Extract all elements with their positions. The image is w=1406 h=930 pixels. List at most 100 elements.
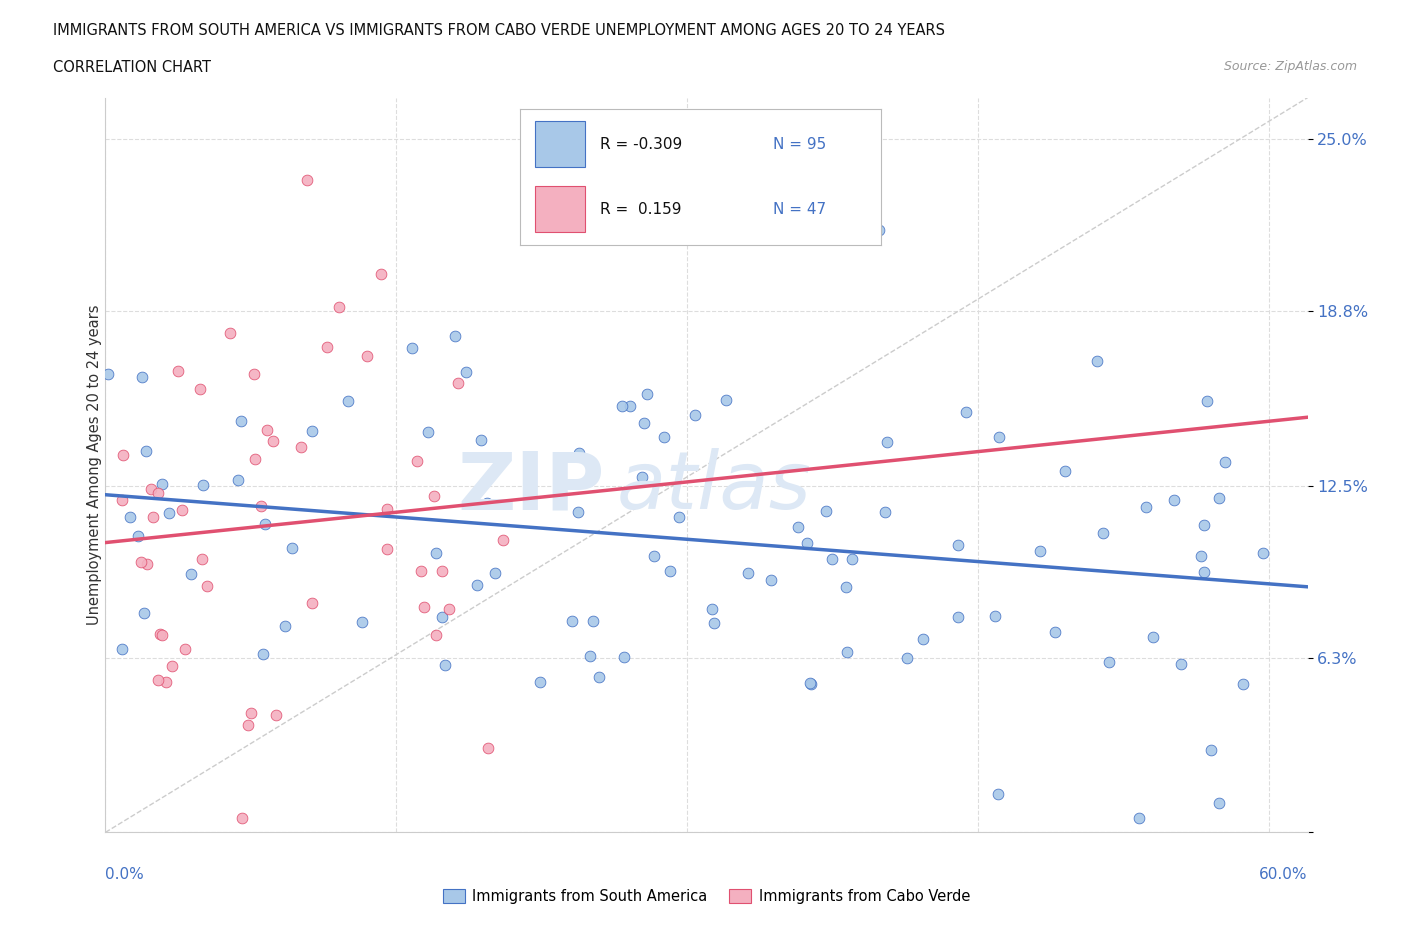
Point bbox=[416, 425, 439, 440]
Point bbox=[264, 707, 287, 722]
Point bbox=[619, 398, 641, 413]
Point bbox=[131, 554, 153, 569]
Point bbox=[868, 222, 890, 237]
Point bbox=[636, 387, 658, 402]
Point bbox=[443, 328, 465, 343]
Point bbox=[149, 627, 172, 642]
Point bbox=[112, 447, 135, 462]
Legend: Immigrants from South America, Immigrants from Cabo Verde: Immigrants from South America, Immigrant… bbox=[437, 883, 976, 910]
Point bbox=[191, 551, 214, 566]
Text: atlas: atlas bbox=[616, 448, 811, 526]
Point bbox=[1232, 677, 1254, 692]
Point bbox=[155, 675, 177, 690]
Y-axis label: Unemployment Among Ages 20 to 24 years: Unemployment Among Ages 20 to 24 years bbox=[87, 305, 101, 625]
Text: CORRELATION CHART: CORRELATION CHART bbox=[53, 60, 211, 75]
Point bbox=[454, 365, 477, 379]
Point bbox=[437, 602, 460, 617]
Point bbox=[127, 529, 149, 544]
Point bbox=[761, 573, 783, 588]
Point bbox=[425, 545, 447, 560]
Point bbox=[821, 551, 844, 566]
Point bbox=[337, 393, 360, 408]
Point bbox=[1251, 545, 1274, 560]
Point bbox=[146, 672, 169, 687]
Point bbox=[737, 565, 759, 580]
Point bbox=[411, 564, 433, 578]
Point bbox=[668, 509, 690, 524]
Point bbox=[948, 609, 970, 624]
Point bbox=[1087, 354, 1109, 369]
Point bbox=[475, 496, 498, 511]
Text: IMMIGRANTS FROM SOUTH AMERICA VS IMMIGRANTS FROM CABO VERDE UNEMPLOYMENT AMONG A: IMMIGRANTS FROM SOUTH AMERICA VS IMMIGRA… bbox=[53, 23, 945, 38]
Point bbox=[245, 451, 267, 466]
Point bbox=[193, 478, 215, 493]
Point bbox=[136, 557, 159, 572]
Point bbox=[328, 300, 350, 315]
Point bbox=[135, 444, 157, 458]
Point bbox=[1142, 629, 1164, 644]
Point bbox=[401, 341, 423, 356]
Text: 60.0%: 60.0% bbox=[1260, 867, 1308, 882]
Point bbox=[1163, 493, 1185, 508]
Point bbox=[835, 644, 858, 659]
Point bbox=[249, 498, 271, 513]
Point bbox=[111, 493, 134, 508]
Point bbox=[579, 648, 602, 663]
Point bbox=[375, 501, 398, 516]
Point bbox=[1091, 525, 1114, 540]
Point bbox=[643, 549, 665, 564]
Point bbox=[465, 578, 488, 592]
Point bbox=[1170, 657, 1192, 671]
Point bbox=[529, 675, 551, 690]
Point bbox=[588, 670, 610, 684]
Point bbox=[659, 564, 682, 578]
Point bbox=[1195, 393, 1218, 408]
Point bbox=[290, 440, 312, 455]
Point bbox=[1043, 624, 1066, 639]
Point bbox=[873, 504, 896, 519]
Point bbox=[799, 677, 821, 692]
Point bbox=[433, 658, 456, 672]
Point bbox=[370, 267, 392, 282]
Point bbox=[560, 614, 582, 629]
Point bbox=[356, 349, 378, 364]
Point bbox=[301, 423, 323, 438]
Point bbox=[841, 551, 863, 566]
Point bbox=[988, 430, 1011, 445]
Point bbox=[1208, 491, 1230, 506]
Point bbox=[1098, 655, 1121, 670]
Point bbox=[297, 173, 319, 188]
Point bbox=[1029, 543, 1052, 558]
Point bbox=[118, 510, 141, 525]
Text: Source: ZipAtlas.com: Source: ZipAtlas.com bbox=[1223, 60, 1357, 73]
Point bbox=[352, 614, 374, 629]
Point bbox=[477, 740, 499, 755]
Point bbox=[377, 542, 399, 557]
Point bbox=[405, 454, 427, 469]
Point bbox=[1128, 811, 1150, 826]
Point bbox=[413, 600, 436, 615]
Point bbox=[432, 609, 454, 624]
Point bbox=[796, 536, 818, 551]
Point bbox=[567, 446, 589, 461]
Point bbox=[786, 520, 808, 535]
Point bbox=[815, 504, 838, 519]
Point bbox=[1192, 565, 1215, 579]
Point bbox=[134, 605, 156, 620]
Point bbox=[150, 477, 173, 492]
Point bbox=[218, 326, 240, 340]
Point bbox=[582, 614, 605, 629]
Point bbox=[876, 435, 898, 450]
Point bbox=[139, 482, 162, 497]
Point bbox=[492, 533, 515, 548]
Point bbox=[633, 416, 655, 431]
Point bbox=[159, 506, 181, 521]
Point bbox=[240, 706, 263, 721]
Point bbox=[262, 433, 284, 448]
Point bbox=[567, 505, 589, 520]
Point bbox=[254, 516, 277, 531]
Point bbox=[229, 414, 252, 429]
Point bbox=[231, 811, 253, 826]
Point bbox=[987, 787, 1010, 802]
Point bbox=[1189, 549, 1212, 564]
